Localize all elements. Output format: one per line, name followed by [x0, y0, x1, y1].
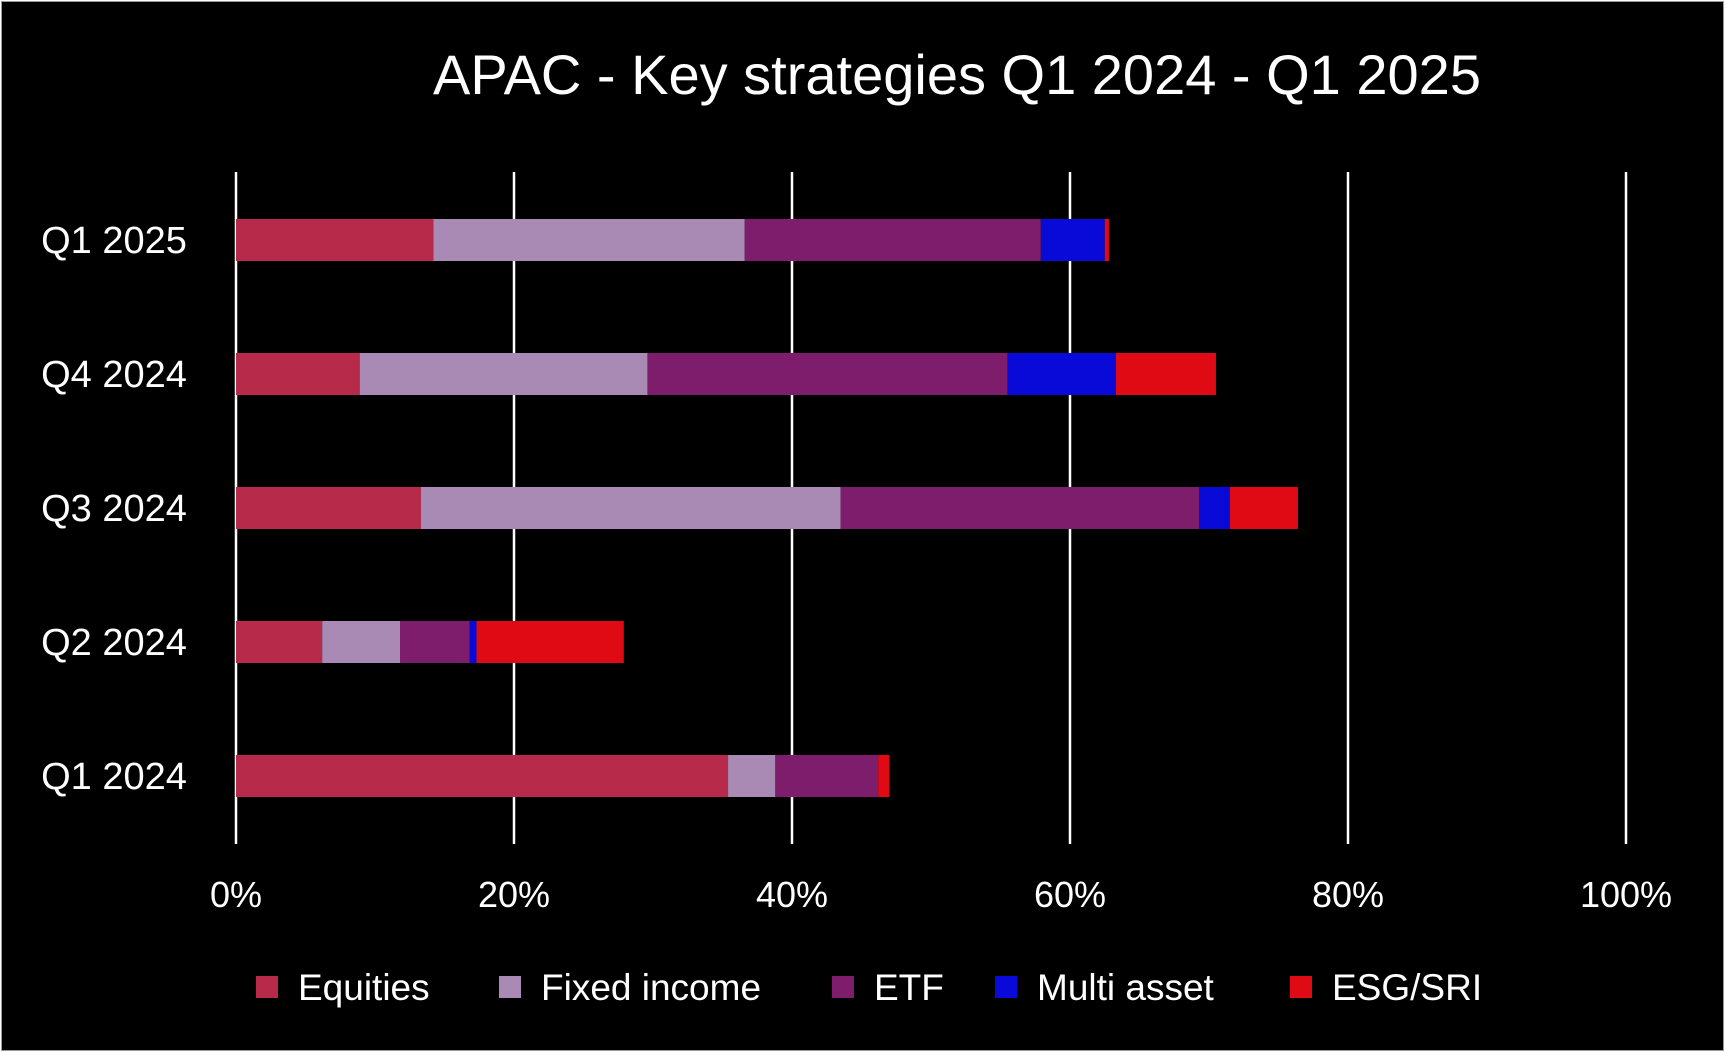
bar-segment-fixed-income	[420, 487, 841, 529]
bar-segment-multi-asset	[469, 621, 477, 663]
x-tick-label: 0%	[210, 874, 262, 915]
category-label: Q3 2024	[41, 488, 187, 530]
chart-title: APAC - Key strategies Q1 2024 - Q1 2025	[433, 43, 1481, 106]
bar-segment-multi-asset	[1007, 353, 1116, 395]
bar-segment-fixed-income	[728, 755, 776, 797]
bar-segment-esg-sri	[1115, 353, 1216, 395]
category-label: Q1 2025	[41, 220, 187, 262]
bar-segment-fixed-income	[322, 621, 401, 663]
legend-label: Equities	[298, 967, 430, 1008]
legend-swatch	[995, 976, 1017, 998]
bar-segment-equities	[236, 621, 323, 663]
legend-swatch	[499, 976, 521, 998]
bar-segment-equities	[236, 487, 421, 529]
bar-segment-equities	[236, 219, 434, 261]
legend-swatch	[1290, 976, 1312, 998]
bar-segment-esg-sri	[1104, 219, 1109, 261]
legend-label: ETF	[874, 967, 944, 1008]
bar-segment-fixed-income	[359, 353, 648, 395]
bar-segment-esg-sri	[1229, 487, 1298, 529]
bar-segment-multi-asset	[1199, 487, 1230, 529]
x-tick-label: 100%	[1580, 874, 1672, 915]
x-tick-label: 40%	[756, 874, 828, 915]
legend-swatch	[256, 976, 278, 998]
bar-segment-equities	[236, 755, 729, 797]
bar-segment-etf	[775, 755, 879, 797]
legend: Equities Fixed income ETF Multi asset ESG/SR…	[256, 967, 1482, 1008]
x-tick-label: 80%	[1312, 874, 1384, 915]
bar-segment-esg-sri	[878, 755, 890, 797]
bars	[236, 219, 1298, 797]
bar-segment-esg-sri	[476, 621, 624, 663]
legend-label: Fixed income	[541, 967, 761, 1008]
legend-label: ESG/SRI	[1332, 967, 1482, 1008]
category-label: Q2 2024	[41, 622, 187, 664]
category-label: Q1 2024	[41, 756, 187, 798]
bar-segment-etf	[744, 219, 1041, 261]
legend-label: Multi asset	[1037, 967, 1215, 1008]
bar-segment-multi-asset	[1040, 219, 1105, 261]
bar-segment-etf	[647, 353, 1008, 395]
bar-segment-etf	[400, 621, 470, 663]
bar-segment-etf	[840, 487, 1200, 529]
bar-segment-equities	[236, 353, 360, 395]
category-label: Q4 2024	[41, 354, 187, 396]
category-labels: Q1 2025 Q4 2024 Q3 2024 Q2 2024 Q1 2024	[41, 220, 187, 798]
x-tick-label: 60%	[1034, 874, 1106, 915]
bar-segment-fixed-income	[433, 219, 745, 261]
legend-swatch	[832, 976, 854, 998]
x-axis-tick-labels: 0% 20% 40% 60% 80% 100%	[210, 874, 1672, 915]
x-tick-label: 20%	[478, 874, 550, 915]
